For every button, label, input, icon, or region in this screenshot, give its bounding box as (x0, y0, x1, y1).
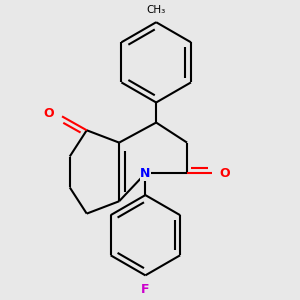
Text: O: O (44, 107, 54, 120)
Text: N: N (140, 167, 151, 180)
Text: O: O (220, 167, 230, 180)
Text: F: F (141, 283, 150, 296)
Text: CH₃: CH₃ (146, 4, 166, 14)
